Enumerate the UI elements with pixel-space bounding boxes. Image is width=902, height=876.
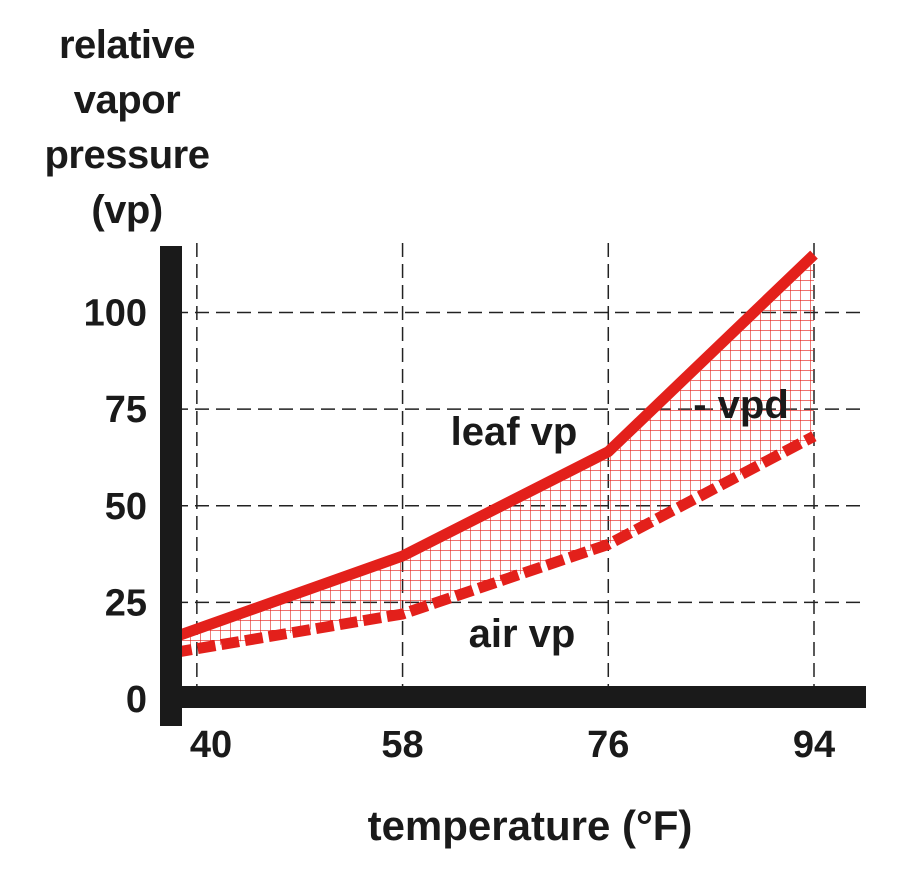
x-axis-line bbox=[160, 686, 866, 708]
leaf-vp-line bbox=[172, 250, 818, 643]
y-axis-label: relative vapor pressure (vp) bbox=[45, 23, 210, 232]
air-vp-label: air vp bbox=[469, 612, 576, 656]
leaf-vp-label: leaf vp bbox=[451, 410, 578, 454]
y-axis-label-line-1: relative bbox=[59, 23, 195, 67]
y-tick-labels: 0 25 50 75 100 bbox=[84, 293, 147, 721]
y-axis-line bbox=[160, 246, 182, 726]
x-axis-label: temperature (°F) bbox=[368, 802, 693, 849]
y-axis-label-line-2: vapor bbox=[74, 78, 180, 122]
y-tick-label-0: 0 bbox=[126, 679, 147, 721]
y-tick-label-1: 25 bbox=[105, 582, 147, 624]
x-tick-labels: 40 58 76 94 bbox=[190, 724, 835, 766]
y-tick-label-3: 75 bbox=[105, 389, 147, 431]
y-tick-label-2: 50 bbox=[105, 486, 147, 528]
air-vp-line bbox=[173, 431, 817, 659]
y-axis-label-line-4: (vp) bbox=[91, 188, 162, 232]
y-axis-label-line-3: pressure bbox=[45, 133, 210, 177]
vpd-label: - vpd bbox=[693, 383, 789, 427]
vpd-hatched-area bbox=[174, 254, 814, 653]
y-tick-label-4: 100 bbox=[84, 293, 147, 335]
x-tick-label-0: 40 bbox=[190, 724, 232, 766]
x-tick-label-3: 94 bbox=[793, 724, 835, 766]
x-tick-label-2: 76 bbox=[587, 724, 629, 766]
x-tick-label-1: 58 bbox=[381, 724, 423, 766]
